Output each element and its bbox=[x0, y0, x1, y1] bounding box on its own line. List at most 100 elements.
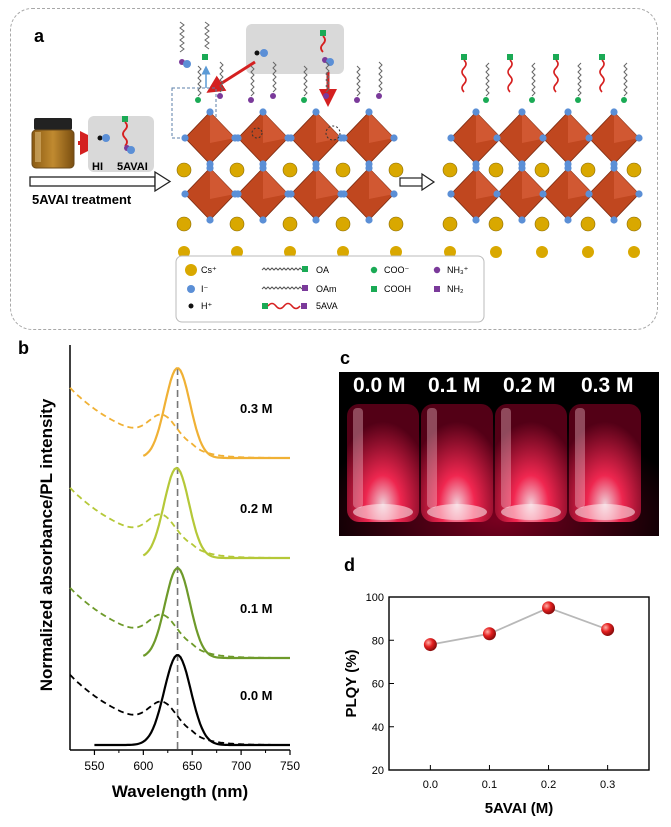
oam-chain bbox=[378, 61, 383, 93]
series-label: 0.0 M bbox=[240, 688, 273, 703]
iodide-atom bbox=[287, 190, 295, 198]
y-axis-label: Normalized absorbance/PL intensity bbox=[37, 398, 56, 691]
panel-b-label: b bbox=[18, 338, 29, 358]
absorbance-curve bbox=[69, 587, 289, 659]
iodide-atom bbox=[390, 190, 398, 198]
iodide-atom bbox=[472, 216, 480, 224]
ligand-head bbox=[270, 93, 276, 99]
absorbance-curve bbox=[69, 387, 289, 459]
plqy-point bbox=[423, 638, 437, 652]
ligand-head bbox=[354, 97, 360, 103]
iodide-atom bbox=[610, 164, 618, 172]
ligand-head bbox=[529, 97, 535, 103]
vials-photo-drawing bbox=[339, 372, 659, 536]
iodide-atom bbox=[518, 216, 526, 224]
iodide-atom bbox=[539, 134, 547, 142]
oa-chain bbox=[356, 65, 361, 97]
iodide-atom bbox=[390, 134, 398, 142]
legend-box bbox=[175, 255, 485, 323]
vial-highlight bbox=[353, 408, 363, 508]
svg-text:OA: OA bbox=[316, 265, 329, 275]
y-tick-label: 40 bbox=[372, 722, 384, 734]
iodide-icon bbox=[102, 134, 110, 142]
svg-text:COOH: COOH bbox=[384, 284, 411, 294]
cooh-head bbox=[461, 54, 467, 60]
svg-text:I⁻: I⁻ bbox=[201, 284, 209, 294]
oa-chain bbox=[577, 62, 582, 97]
x-tick-label: 750 bbox=[280, 759, 300, 773]
iodide-atom bbox=[259, 108, 267, 116]
pl-curve bbox=[94, 654, 290, 747]
x-tick-label: 0.2 bbox=[541, 779, 556, 791]
vial-label-1: 0.1 M bbox=[428, 374, 481, 397]
iodide-atom bbox=[585, 190, 593, 198]
reagent-box bbox=[88, 116, 154, 172]
iodide-atom bbox=[539, 190, 547, 198]
panel-b-chart: 550 600 650 700 750 Wavelength (nm) Normalized… bbox=[37, 345, 300, 801]
svg-text:5AVA: 5AVA bbox=[316, 301, 338, 311]
iodide-atom bbox=[635, 190, 643, 198]
x-tick-label: 700 bbox=[231, 759, 251, 773]
iodide-atom bbox=[447, 190, 455, 198]
iodide-atom bbox=[312, 108, 320, 116]
vial-icon bbox=[31, 118, 75, 169]
iodide-atom bbox=[312, 216, 320, 224]
iodide-atom bbox=[365, 108, 373, 116]
vacancy bbox=[325, 125, 341, 141]
cs-atom bbox=[444, 246, 456, 258]
x-axis-label: 5AVAI (M) bbox=[485, 800, 554, 817]
iodide-atom bbox=[206, 216, 214, 224]
vial-label-0: 0.0 M bbox=[353, 374, 406, 397]
oa-chain bbox=[531, 62, 536, 97]
x-tick-label: 0.3 bbox=[600, 779, 615, 791]
svg-text:H⁺: H⁺ bbox=[201, 301, 212, 311]
cs-atom bbox=[284, 246, 296, 258]
svg-text:NH₂: NH₂ bbox=[447, 284, 464, 294]
iodide-atom bbox=[234, 134, 242, 142]
cs-atom bbox=[335, 216, 351, 232]
pl-curve bbox=[142, 567, 290, 660]
cs-atom bbox=[628, 246, 640, 258]
plqy-line bbox=[430, 606, 608, 646]
cs-atom bbox=[442, 162, 458, 178]
panel-a-frame bbox=[10, 8, 658, 330]
5ava-chain bbox=[507, 59, 513, 93]
oa-chain bbox=[250, 65, 255, 97]
iodide-atom bbox=[585, 134, 593, 142]
cs-atom bbox=[176, 162, 192, 178]
treatment-arrow bbox=[154, 170, 172, 193]
x-tick-label: 600 bbox=[133, 759, 153, 773]
iodide-atom bbox=[493, 190, 501, 198]
y-axis-label: PLQY (%) bbox=[343, 649, 360, 717]
iodide-atom bbox=[564, 216, 572, 224]
cs-atom bbox=[231, 246, 243, 258]
cs-atom bbox=[442, 216, 458, 232]
cs-atom bbox=[282, 162, 298, 178]
pl-curve bbox=[142, 367, 290, 460]
panel-a-label: a bbox=[34, 26, 45, 46]
series-label: 0.1 M bbox=[240, 601, 273, 616]
iodide-atom bbox=[564, 108, 572, 116]
oa-chain bbox=[303, 65, 308, 97]
hi-label: HI bbox=[92, 161, 103, 173]
cs-atom bbox=[626, 162, 642, 178]
cs-atom bbox=[282, 216, 298, 232]
lattice-after bbox=[442, 54, 643, 258]
cs-atom bbox=[534, 216, 550, 232]
cs-atom bbox=[580, 216, 596, 232]
y-tick-label: 20 bbox=[372, 765, 384, 777]
iodide-atom bbox=[234, 190, 242, 198]
vial-label-3: 0.3 M bbox=[581, 374, 634, 397]
iodide-atom bbox=[610, 216, 618, 224]
cs-atom bbox=[335, 162, 351, 178]
oa-chain bbox=[485, 62, 490, 97]
5ava-chain bbox=[461, 59, 467, 93]
cs-atom bbox=[176, 216, 192, 232]
cs-atom bbox=[488, 162, 504, 178]
cooh-head bbox=[599, 54, 605, 60]
iodide-atom bbox=[564, 164, 572, 172]
ligand-head bbox=[621, 97, 627, 103]
ligand-head bbox=[483, 97, 489, 103]
oa-chain bbox=[197, 65, 202, 97]
x-tick-label: 0.1 bbox=[482, 779, 497, 791]
